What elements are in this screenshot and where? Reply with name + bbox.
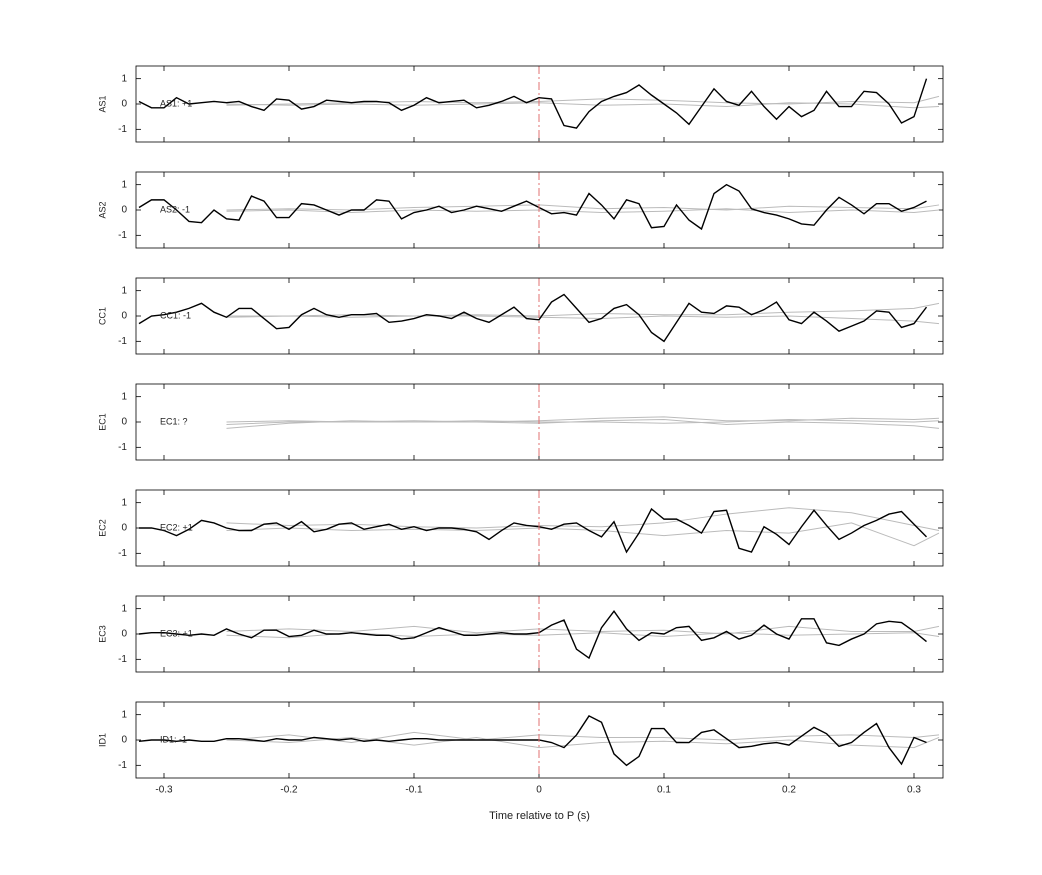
y-tick-label: 1 <box>121 179 127 190</box>
annotation: CC1: -1 <box>160 310 191 320</box>
y-axis-label: EC2 <box>97 519 107 537</box>
y-tick-label: 0 <box>121 629 127 640</box>
x-tick-label: -0.3 <box>155 785 173 796</box>
panel: -1 0 1 EC1: ? EC1 <box>97 383 944 461</box>
y-tick-label: -1 <box>118 548 127 559</box>
reference-line <box>226 731 940 744</box>
reference-line <box>226 418 940 429</box>
y-tick-label: 1 <box>121 709 127 720</box>
y-axis-label: EC1 <box>97 413 107 431</box>
y-tick-label: 0 <box>121 311 127 322</box>
x-tick-label: 0.3 <box>907 785 921 796</box>
axes-frame <box>135 489 944 567</box>
panel: -1 0 1 EC3: +1 EC3 <box>97 595 944 673</box>
y-tick-label: 0 <box>121 735 127 746</box>
reference-line <box>226 736 940 749</box>
y-axis-label: ID1 <box>97 733 107 747</box>
reference-line <box>226 416 940 429</box>
x-tick-label: -0.2 <box>280 785 298 796</box>
y-axis-label: AS1 <box>97 95 107 112</box>
y-tick-label: -1 <box>118 336 127 347</box>
y-tick-label: 0 <box>121 205 127 216</box>
x-tick-label: 0.2 <box>782 785 796 796</box>
y-tick-label: 1 <box>121 497 127 508</box>
signal-line <box>138 293 928 343</box>
panel: -1 0 1 CC1: -1 CC1 <box>97 277 944 355</box>
y-axis-label: EC3 <box>97 625 107 643</box>
x-axis-label: Time relative to P (s) <box>489 810 590 822</box>
panel: -1 0 1 EC2: +1 EC2 <box>97 489 944 567</box>
annotation: EC1: ? <box>160 416 188 426</box>
axes-frame <box>135 701 944 779</box>
reference-line <box>226 625 940 635</box>
signal-line <box>138 715 927 767</box>
axes-frame <box>135 595 944 673</box>
y-tick-label: 0 <box>121 417 127 428</box>
signal-line <box>138 78 928 129</box>
y-tick-label: -1 <box>118 442 127 453</box>
y-tick-label: -1 <box>118 654 127 665</box>
y-tick-label: 1 <box>121 603 127 614</box>
reference-line <box>226 102 940 109</box>
annotation: ID1: -1 <box>160 734 187 744</box>
y-tick-label: -1 <box>118 230 127 241</box>
axes-frame <box>135 171 944 249</box>
reference-line <box>226 208 940 214</box>
y-axis-label: AS2 <box>97 201 107 218</box>
signal-line <box>138 610 927 660</box>
y-tick-label: 1 <box>121 285 127 296</box>
reference-line <box>226 507 940 532</box>
panel: -1 0 1 -0.3 -0.2 -0.1 0 0.1 0.2 0.3 ID1: -1 ID1 Time… <box>97 701 944 822</box>
y-tick-label: 0 <box>121 99 127 110</box>
y-tick-label: 1 <box>121 73 127 84</box>
x-tick-label: -0.1 <box>405 785 423 796</box>
axes-frame <box>135 65 944 143</box>
panel: -1 0 1 AS1: +1 AS1 <box>97 65 944 143</box>
reference-line <box>226 522 940 547</box>
annotation: AS1: +1 <box>160 98 192 108</box>
x-tick-label: 0.1 <box>657 785 671 796</box>
x-tick-label: 0 <box>536 785 542 796</box>
annotation: AS2: -1 <box>160 204 190 214</box>
axes-frame <box>135 383 944 461</box>
y-tick-label: 0 <box>121 523 127 534</box>
panel: -1 0 1 AS2: -1 AS2 <box>97 171 944 249</box>
annotation: EC2: +1 <box>160 522 193 532</box>
axes-frame <box>135 277 944 355</box>
annotation: EC3: +1 <box>160 628 193 638</box>
y-tick-label: -1 <box>118 760 127 771</box>
y-tick-label: -1 <box>118 124 127 135</box>
signal-line <box>138 183 927 231</box>
y-tick-label: 1 <box>121 391 127 402</box>
y-axis-label: CC1 <box>97 307 107 325</box>
signal-line <box>139 507 927 554</box>
